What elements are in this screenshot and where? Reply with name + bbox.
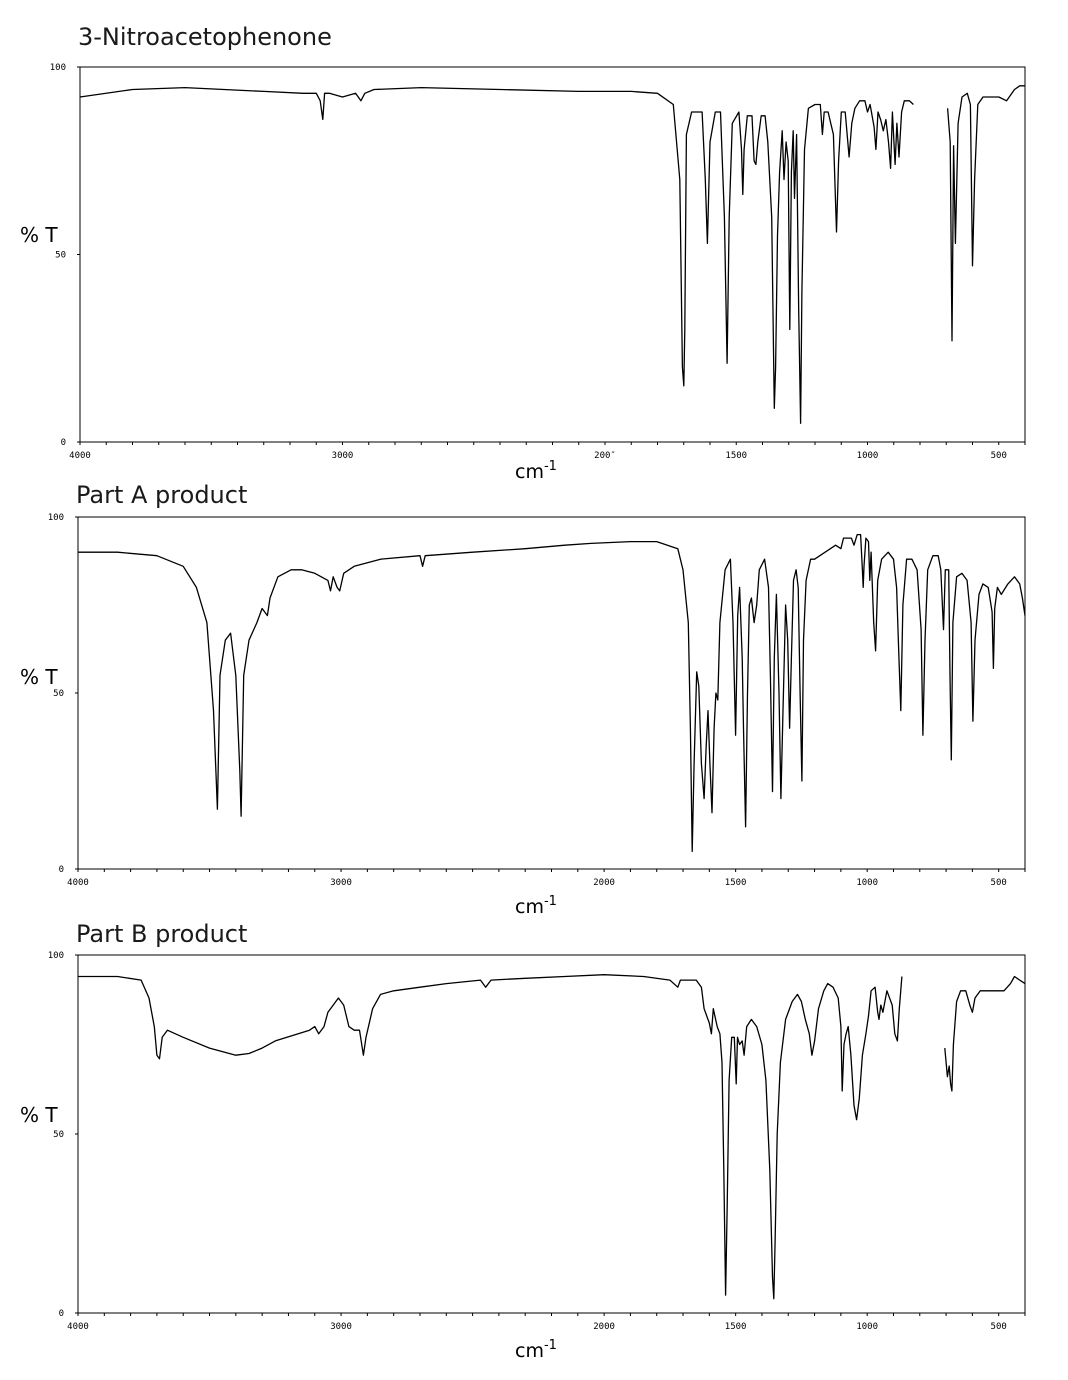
spectrum-trace	[944, 975, 1026, 1092]
y-tick-label: 50	[53, 1130, 64, 1140]
chart-title: 3-Nitroacetophenone	[78, 23, 332, 51]
x-tick-label: 4000	[69, 451, 91, 461]
x-tick-label: 1500	[725, 1322, 747, 1332]
x-axis-label: cm-1	[515, 1338, 557, 1362]
y-tick-label: 50	[55, 251, 66, 261]
x-axis-unit-exponent: -1	[544, 1338, 557, 1353]
x-tick-label: 500	[991, 451, 1007, 461]
spectrum-panel: Part A product 4000 3000 2000 1500 1000 500 0 50…	[20, 481, 1026, 918]
x-tick-label: 500	[991, 878, 1007, 888]
x-tick-label: 2000	[593, 1322, 615, 1332]
y-tick-label: 0	[59, 1309, 64, 1319]
x-tick-label: 3000	[330, 878, 352, 888]
y-axis-label: % T	[20, 223, 58, 247]
spectrum-trace	[79, 86, 914, 424]
y-tick-label: 0	[59, 865, 64, 875]
y-tick-label: 100	[48, 513, 64, 523]
x-tick-label: 1500	[725, 451, 747, 461]
x-axis-unit: cm	[515, 1340, 544, 1362]
x-axis-label: cm-1	[515, 894, 557, 918]
x-tick-label: 1000	[857, 451, 879, 461]
x-axis-unit-exponent: -1	[544, 459, 557, 474]
x-tick-label: 200″	[594, 451, 616, 461]
x-axis-label: cm-1	[515, 459, 557, 483]
x-tick-label: 2000	[593, 878, 615, 888]
y-tick-label: 0	[61, 438, 66, 448]
x-axis-unit: cm	[515, 461, 544, 483]
spectrum-panel: Part B product 4000 3000 2000 1500 1000 500 0 50…	[20, 920, 1026, 1362]
y-tick-label: 100	[50, 63, 66, 73]
x-tick-label: 3000	[330, 1322, 352, 1332]
x-tick-label: 1000	[856, 1322, 878, 1332]
x-tick-label: 4000	[67, 878, 89, 888]
x-tick-label: 1500	[725, 878, 747, 888]
x-tick-label: 500	[991, 1322, 1007, 1332]
y-tick-label: 50	[53, 689, 64, 699]
y-axis-label: % T	[20, 1103, 58, 1127]
x-axis-unit: cm	[515, 896, 544, 918]
y-axis-label: % T	[20, 665, 58, 689]
spectrum-trace	[946, 85, 1025, 342]
x-tick-label: 4000	[67, 1322, 89, 1332]
x-tick-label: 1000	[856, 878, 878, 888]
spectrum-trace	[78, 533, 1026, 853]
spectrum-trace	[78, 974, 903, 1300]
plot-frame	[79, 66, 1026, 443]
y-tick-label: 100	[48, 951, 64, 961]
x-tick-label: 3000	[332, 451, 354, 461]
x-axis-unit-exponent: -1	[544, 894, 557, 909]
chart-title: Part B product	[76, 920, 247, 948]
chart-title: Part A product	[76, 481, 247, 509]
